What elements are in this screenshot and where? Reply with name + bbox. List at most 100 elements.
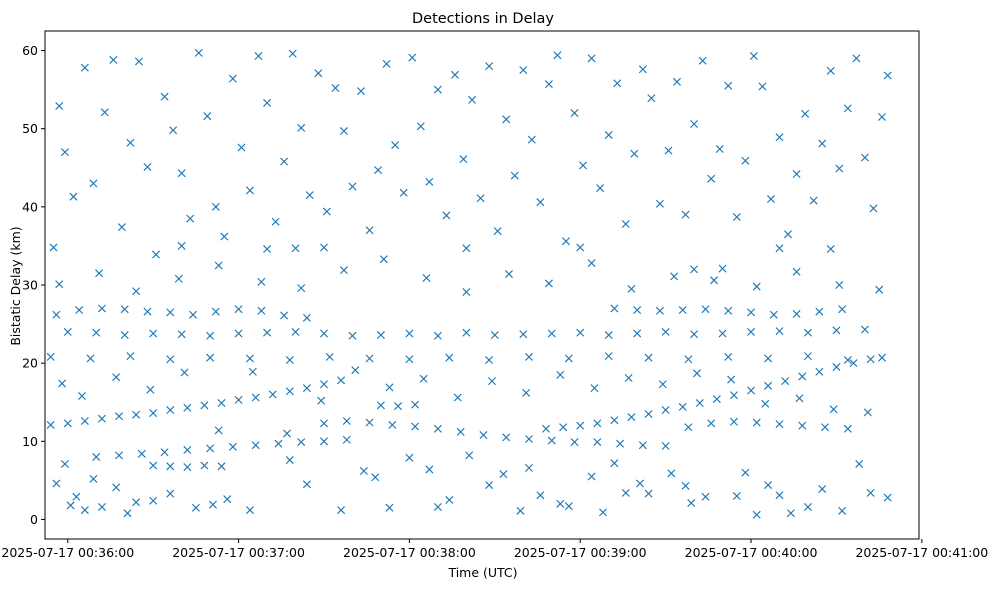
x-tick-label: 2025-07-17 00:36:00: [1, 545, 134, 560]
data-point-marker: [453, 393, 462, 402]
data-point-marker: [564, 354, 573, 363]
data-point-marker: [661, 327, 670, 336]
data-point-marker: [638, 441, 647, 450]
data-point-marker: [394, 402, 403, 411]
data-point-marker: [183, 403, 192, 412]
data-point-marker: [89, 474, 98, 483]
data-point-marker: [72, 492, 81, 501]
data-point-marker: [282, 429, 291, 438]
data-point-marker: [633, 329, 642, 338]
data-point-marker: [826, 66, 835, 75]
data-point-marker: [109, 55, 118, 64]
data-point-marker: [186, 214, 195, 223]
data-point-marker: [801, 109, 810, 118]
data-point-marker: [191, 503, 200, 512]
data-point-marker: [132, 410, 141, 419]
data-point-marker: [78, 391, 87, 400]
y-tick-label: 0: [30, 512, 38, 527]
data-point-marker: [729, 391, 738, 400]
data-point-marker: [732, 492, 741, 501]
data-point-marker: [769, 310, 778, 319]
data-point-marker: [764, 381, 773, 390]
data-point-marker: [285, 387, 294, 396]
data-point-marker: [302, 384, 311, 393]
data-point-marker: [877, 112, 886, 121]
data-point-marker: [433, 424, 442, 433]
data-point-marker: [291, 244, 300, 253]
y-axis: 0 10 20 30 40 50 60: [22, 43, 45, 527]
data-point-marker: [411, 400, 420, 409]
data-point-marker: [843, 356, 852, 365]
data-point-marker: [251, 393, 260, 402]
data-point-marker: [838, 305, 847, 314]
data-point-marker: [644, 353, 653, 362]
data-point-marker: [416, 122, 425, 131]
data-point-marker: [604, 130, 613, 139]
data-point-marker: [365, 226, 374, 235]
data-point-marker: [234, 395, 243, 404]
data-point-marker: [149, 461, 158, 470]
data-point-marker: [747, 327, 756, 336]
data-point-marker: [561, 237, 570, 246]
data-point-marker: [655, 199, 664, 208]
data-point-marker: [792, 309, 801, 318]
data-point-marker: [86, 354, 95, 363]
data-point-marker: [60, 459, 69, 468]
data-point-marker: [707, 419, 716, 428]
data-point-marker: [524, 434, 533, 443]
data-point-marker: [217, 462, 226, 471]
data-point-marker: [843, 424, 852, 433]
data-point-marker: [206, 331, 215, 340]
data-point-marker: [556, 499, 565, 508]
data-point-marker: [374, 166, 383, 175]
data-point-marker: [786, 509, 795, 518]
data-point-marker: [166, 355, 175, 364]
data-point-marker: [875, 285, 884, 294]
data-point-marker: [120, 305, 129, 314]
data-point-marker: [630, 149, 639, 158]
data-point-marker: [228, 74, 237, 83]
data-point-marker: [775, 420, 784, 429]
data-point-marker: [52, 479, 61, 488]
data-point-marker: [365, 354, 374, 363]
data-point-marker: [149, 409, 158, 418]
data-point-marker: [564, 502, 573, 511]
data-point-marker: [211, 307, 220, 316]
data-point-marker: [690, 330, 699, 339]
data-point-marker: [883, 493, 892, 502]
data-point-marker: [433, 85, 442, 94]
data-point-marker: [524, 352, 533, 361]
data-point-marker: [590, 384, 599, 393]
data-point-marker: [189, 310, 198, 319]
data-point-marker: [166, 406, 175, 415]
data-point-marker: [92, 452, 101, 461]
data-point-marker: [747, 386, 756, 395]
data-point-marker: [166, 462, 175, 471]
data-point-marker: [376, 401, 385, 410]
data-point-marker: [621, 220, 630, 229]
data-point-marker: [411, 422, 420, 431]
data-point-marker: [536, 198, 545, 207]
data-point-marker: [297, 438, 306, 447]
data-point-marker: [123, 509, 132, 518]
data-point-marker: [835, 164, 844, 173]
data-point-marker: [468, 95, 477, 104]
data-point-marker: [302, 480, 311, 489]
data-point-marker: [433, 331, 442, 340]
data-point-marker: [132, 498, 141, 507]
data-point-marker: [339, 127, 348, 136]
data-point-marker: [798, 372, 807, 381]
data-point-marker: [177, 241, 186, 250]
data-point-marker: [604, 352, 613, 361]
data-point-marker: [775, 491, 784, 500]
data-point-marker: [775, 244, 784, 253]
data-point-marker: [339, 266, 348, 275]
data-point-marker: [92, 328, 101, 337]
data-point-marker: [462, 288, 471, 297]
data-point-marker: [576, 328, 585, 337]
data-point-marker: [254, 52, 263, 61]
data-point-marker: [690, 265, 699, 274]
data-point-marker: [815, 307, 824, 316]
data-point-marker: [80, 63, 89, 72]
